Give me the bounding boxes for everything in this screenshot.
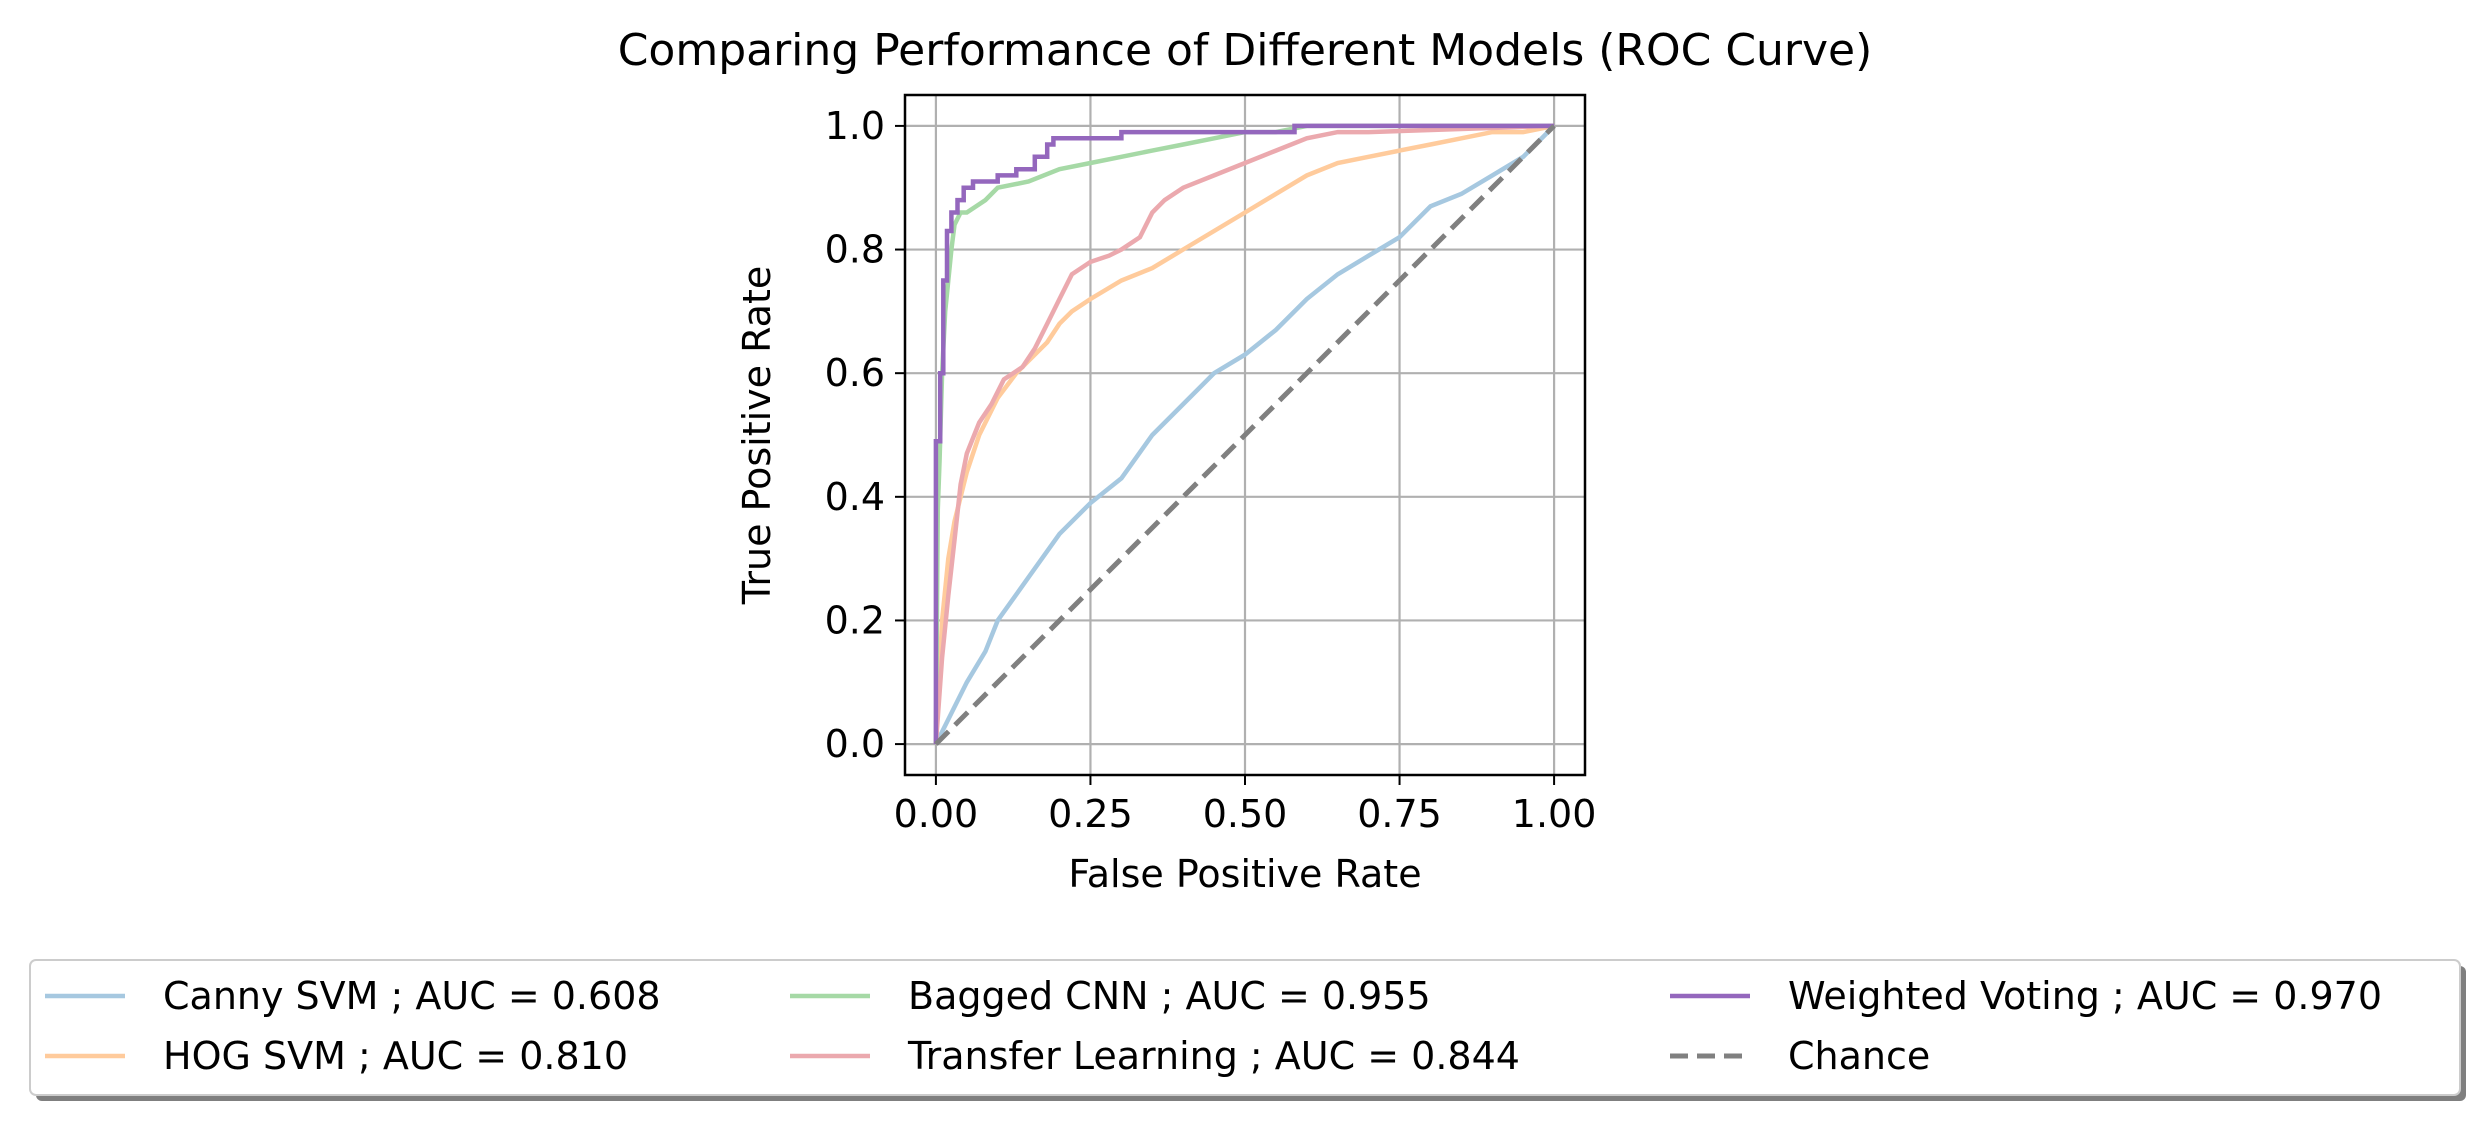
- x-axis-label: False Positive Rate: [1068, 852, 1421, 896]
- legend: Canny SVM ; AUC = 0.608 HOG SVM ; AUC = 0…: [29, 959, 2466, 1101]
- legend-label: Chance: [1788, 1034, 1930, 1078]
- legend-label: HOG SVM ; AUC = 0.810: [163, 1034, 628, 1078]
- y-tick-label: 1.0: [825, 104, 885, 148]
- y-tick-label: 0.8: [825, 228, 885, 272]
- tick-layer: 0.00 0.25 0.50 0.75 1.00 0.0 0.2 0.4 0.6 0.8 1.0: [825, 104, 1597, 836]
- y-tick-label: 0.4: [825, 475, 885, 519]
- y-tick-label: 0.6: [825, 351, 885, 395]
- x-tick-label: 0.75: [1357, 792, 1442, 836]
- x-tick-label: 0.25: [1048, 792, 1133, 836]
- chart-title: Comparing Performance of Different Model…: [618, 25, 1873, 76]
- legend-label: Bagged CNN ; AUC = 0.955: [908, 974, 1431, 1018]
- grid-layer: [905, 95, 1585, 775]
- series-line-3: [933, 123, 1555, 745]
- series-line-0: [933, 124, 1556, 746]
- x-tick-label: 0.00: [894, 792, 979, 836]
- series-line-5: [934, 124, 1556, 746]
- y-axis-label: True Positive Rate: [735, 266, 779, 606]
- x-tick-label: 1.00: [1512, 792, 1597, 836]
- legend-label: Canny SVM ; AUC = 0.608: [163, 974, 661, 1018]
- x-tick-label: 0.50: [1203, 792, 1288, 836]
- series-layer: [933, 123, 1556, 746]
- y-tick-label: 0.2: [825, 598, 885, 642]
- series-line-1: [933, 123, 1555, 745]
- legend-label: Weighted Voting ; AUC = 0.970: [1788, 974, 2382, 1018]
- legend-label: Transfer Learning ; AUC = 0.844: [907, 1034, 1520, 1078]
- legend-box: [29, 959, 2461, 1096]
- series-line-4: [933, 123, 1555, 745]
- y-tick-label: 0.0: [825, 722, 885, 766]
